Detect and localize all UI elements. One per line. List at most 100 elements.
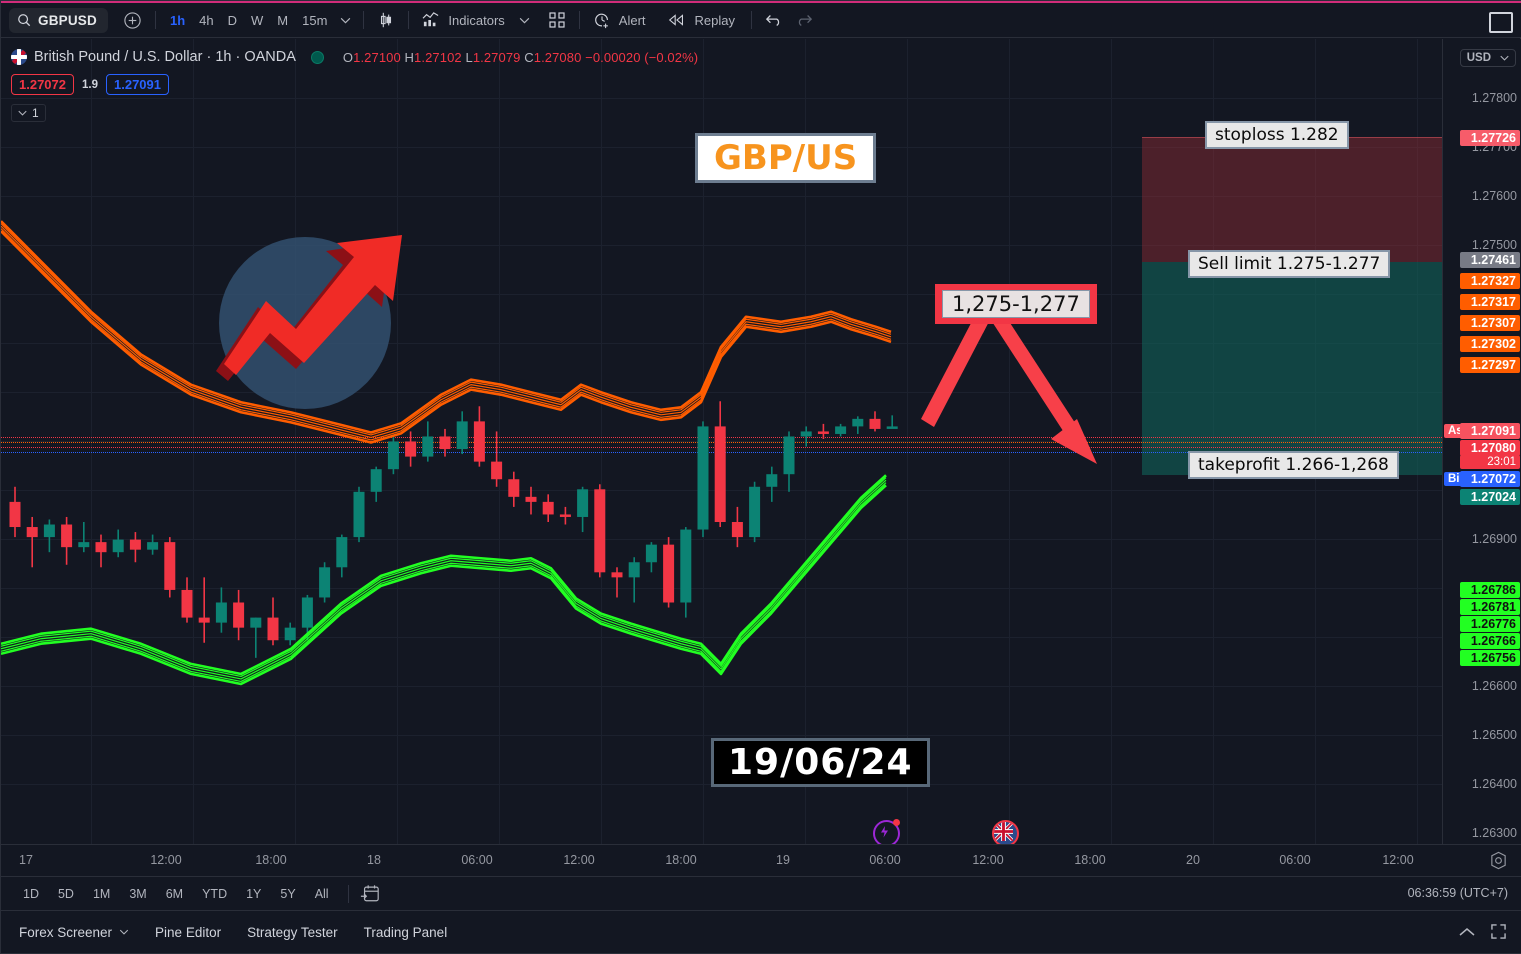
goto-date-icon[interactable] [360, 884, 380, 903]
pair-badge-label: GBP/US [695, 133, 877, 183]
time-tick: 18:00 [1074, 853, 1106, 867]
range-callout-label: 1,275-1,277 [942, 290, 1090, 318]
replay-button[interactable]: Replay [661, 9, 744, 32]
alert-button[interactable]: Alert [587, 7, 655, 33]
toolbar-divider [408, 11, 410, 29]
time-tick: 17 [19, 853, 33, 867]
range-5d[interactable]: 5D [57, 886, 74, 901]
range-1m[interactable]: 1M [92, 886, 111, 901]
bottom-panel-tabs: Forex Screener Pine Editor Strategy Test… [1, 910, 1521, 953]
indicators-button[interactable]: Indicators [416, 8, 513, 32]
accent-bar [1, 1, 1521, 3]
indicator-collapse-row[interactable]: 1 [11, 104, 46, 122]
time-tick: 06:00 [461, 853, 493, 867]
price-tick: 1.26300 [1471, 826, 1517, 840]
timeframe-m[interactable]: M [277, 12, 289, 28]
range-selector-bar: 1D 5D 1M 3M 6M YTD 1Y 5Y All 06:36:59 (U… [1, 876, 1521, 910]
spread-value: 1.9 [82, 78, 98, 91]
candlestick-icon[interactable] [371, 5, 401, 35]
price-tag: 1.27461 [1460, 252, 1520, 268]
maximize-icon[interactable] [1489, 12, 1513, 33]
chevron-down-icon [119, 929, 129, 935]
red-arrow-logo-icon [216, 235, 402, 381]
timeframe-1h[interactable]: 1h [169, 12, 186, 28]
time-tick: 06:00 [869, 853, 901, 867]
price-tag: 1.27317 [1460, 294, 1520, 310]
timeframe-d[interactable]: D [227, 12, 237, 28]
bid-price-tag: 1.27072 [1460, 471, 1520, 487]
expand-icon[interactable] [1491, 924, 1506, 939]
tab-strategy-tester[interactable]: Strategy Tester [247, 924, 338, 940]
range-divider [347, 884, 349, 903]
timeframe-w[interactable]: W [251, 12, 264, 28]
toolbar-divider [578, 11, 580, 29]
timeframe-dropdown-chevron-down-icon[interactable] [334, 5, 356, 35]
range-6m[interactable]: 6M [165, 886, 184, 901]
add-symbol-button[interactable] [118, 5, 148, 35]
stoploss-label: stoploss 1.282 [1205, 121, 1349, 149]
price-tag: 1.27024 [1460, 489, 1520, 505]
replay-label: Replay [694, 12, 735, 28]
toolbar-divider [154, 11, 156, 29]
replay-icon [667, 13, 687, 27]
tab-pine-editor[interactable]: Pine Editor [155, 924, 222, 940]
price-tag: 1.27302 [1460, 336, 1520, 352]
tab-forex-screener[interactable]: Forex Screener [19, 925, 129, 940]
price-chart-pane[interactable]: GBP/US 19/06/24 stoploss 1.282 Sell limi… [1, 39, 1442, 844]
economic-event-flag-icon[interactable] [992, 820, 1019, 844]
timezone-clock-icon[interactable] [1489, 851, 1508, 870]
time-tick: 12:00 [1382, 853, 1414, 867]
time-tick: 18:00 [255, 853, 287, 867]
alert-label: Alert [618, 12, 646, 28]
time-tick: 19 [776, 853, 790, 867]
time-tick: 12:00 [563, 853, 595, 867]
time-tick: 20 [1186, 853, 1200, 867]
price-tag: 1.27307 [1460, 315, 1520, 331]
stoploss-zone[interactable] [1142, 137, 1442, 262]
alert-clock-icon [593, 11, 611, 29]
bid-price-badge: 1.27072 [11, 74, 74, 95]
candlestick-series [1, 220, 898, 686]
indicators-chevron-down-icon[interactable] [514, 5, 536, 35]
price-tag: 1.26756 [1460, 650, 1520, 666]
tab-label: Forex Screener [19, 924, 113, 940]
takeprofit-zone[interactable] [1142, 262, 1442, 475]
price-scale[interactable]: USD 1.27800 1.27700 1.27600 1.27500 1.27… [1442, 39, 1521, 844]
time-tick: 06:00 [1279, 853, 1311, 867]
range-1y[interactable]: 1Y [246, 886, 262, 901]
alert-marker-icon[interactable] [873, 819, 900, 844]
timeframe-15m[interactable]: 15m [302, 12, 328, 28]
layouts-grid-icon[interactable] [542, 5, 572, 35]
range-3m[interactable]: 3M [129, 886, 147, 901]
undo-icon[interactable] [759, 5, 789, 35]
tab-trading-panel[interactable]: Trading Panel [363, 924, 448, 940]
price-tag: 1.26781 [1460, 599, 1520, 615]
countdown-tag: 23:01 [1460, 455, 1520, 469]
indicators-icon [422, 12, 440, 28]
range-1d[interactable]: 1D [23, 886, 39, 901]
range-5y[interactable]: 5Y [280, 886, 296, 901]
time-tick: 18:00 [665, 853, 697, 867]
toolbar-divider [363, 11, 365, 29]
range-all[interactable]: All [314, 886, 329, 901]
price-tick: 1.26900 [1471, 532, 1517, 546]
price-tag: 1.27297 [1460, 357, 1520, 373]
timeframe-4h[interactable]: 4h [199, 12, 214, 28]
chart-legend: British Pound / U.S. Dollar · 1h · OANDA… [11, 49, 698, 122]
time-scale[interactable]: 17 12:00 18:00 18 06:00 12:00 18:00 19 0… [1, 844, 1521, 877]
chevron-up-icon[interactable] [1459, 927, 1475, 937]
range-callout: 1,275-1,277 [935, 284, 1097, 324]
sell-limit-label: Sell limit 1.275-1.277 [1188, 250, 1391, 278]
currency-selector[interactable]: USD [1459, 49, 1516, 67]
time-tick: 18 [367, 853, 381, 867]
range-ytd[interactable]: YTD [202, 886, 228, 901]
price-tick: 1.27800 [1471, 91, 1517, 105]
price-tick: 1.26600 [1471, 679, 1517, 693]
redo-icon[interactable] [789, 5, 819, 35]
price-tick: 1.26500 [1471, 728, 1517, 742]
price-tick: 1.26400 [1471, 777, 1517, 791]
indicators-label: Indicators [448, 12, 505, 28]
symbol-search-button[interactable]: GBPUSD [9, 7, 108, 33]
ohlc-values: O1.27100 H1.27102 L1.27079 C1.27080 −0.0… [342, 49, 699, 65]
